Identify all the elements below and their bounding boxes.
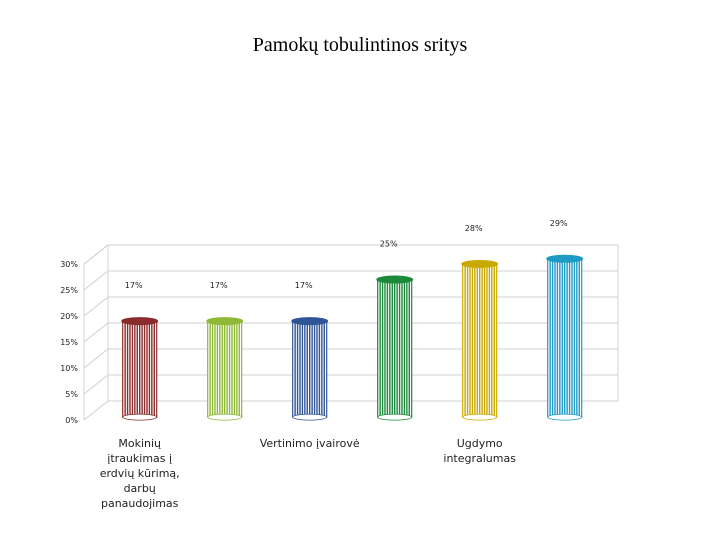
bar-top xyxy=(376,275,414,284)
y-tick-label: 0% xyxy=(65,416,78,425)
data-label: 25% xyxy=(380,240,398,249)
gridline xyxy=(83,374,618,395)
bar-top xyxy=(206,317,244,326)
bar xyxy=(461,259,499,421)
y-tick-label: 15% xyxy=(60,338,78,347)
bar-bottom xyxy=(462,413,498,421)
bar-top xyxy=(121,317,159,326)
bar xyxy=(206,317,244,421)
bar xyxy=(376,275,414,421)
y-tick-label: 5% xyxy=(65,390,78,399)
bar-bottom xyxy=(547,413,583,421)
data-label: 17% xyxy=(125,281,143,290)
chart-title: Pamokų tobulintinos sritys xyxy=(252,34,468,56)
bar-top xyxy=(546,254,584,263)
bar-top xyxy=(461,259,499,268)
category-label: Ugdymo integralumas xyxy=(443,437,516,465)
category-label: Vertinimo įvairovė xyxy=(259,437,360,450)
gridline xyxy=(83,400,618,421)
data-label: 17% xyxy=(295,281,313,290)
y-tick-label: 30% xyxy=(60,260,78,269)
data-label: 29% xyxy=(550,219,568,228)
y-tick-label: 10% xyxy=(60,364,78,373)
bar-bottom xyxy=(292,413,328,421)
gridline xyxy=(83,348,618,369)
label-layer: 17% 17% 17% 25% 28% 29% xyxy=(125,219,568,290)
bar xyxy=(291,317,329,421)
y-tick-label: 20% xyxy=(60,312,78,321)
gridline xyxy=(83,270,618,291)
data-label: 28% xyxy=(465,224,483,233)
gridline xyxy=(83,244,618,265)
category-label: Mokinių įtraukimas į erdvių kūrimą, darb… xyxy=(99,437,180,510)
bar-layer xyxy=(121,254,584,421)
gridline xyxy=(83,296,618,317)
bar xyxy=(121,317,159,421)
bar-top xyxy=(291,317,329,326)
data-label: 17% xyxy=(210,281,228,290)
y-tick-label: 25% xyxy=(60,286,78,295)
grid-layer: 0% 5% 10% 15% 20% 25% 30% xyxy=(60,244,619,425)
gridline xyxy=(83,322,618,343)
bar-bottom xyxy=(377,413,413,421)
bar-bottom xyxy=(122,413,158,421)
bar-bottom xyxy=(207,413,243,421)
bar xyxy=(546,254,584,421)
